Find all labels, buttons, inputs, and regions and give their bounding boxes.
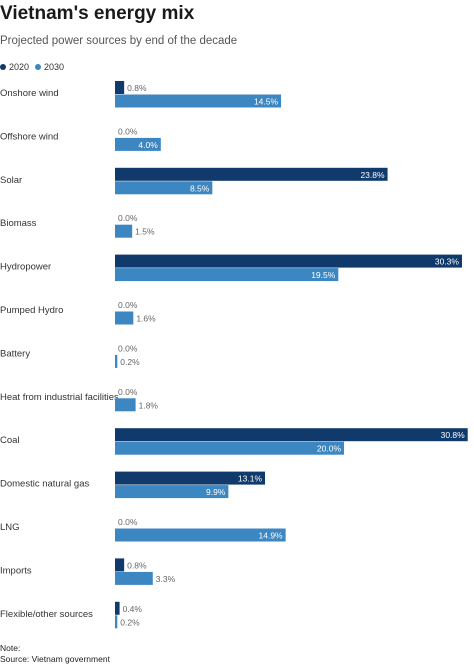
category-group: Hydropower 30.3% 19.5%	[0, 254, 462, 282]
data-label-2020: 0.8%	[127, 560, 147, 570]
category-group: Offshore wind 0.0%4.0%	[0, 126, 161, 151]
bar-2030	[115, 94, 282, 108]
category-group: Onshore wind 0.8% 14.5%	[0, 81, 282, 108]
category-label: Hydropower	[0, 262, 51, 273]
category-group: LNG 0.0% 14.9%	[0, 517, 286, 542]
chart-legend: 2020 2030	[0, 62, 70, 72]
data-label-2030: 1.6%	[136, 314, 156, 324]
bar-2030	[115, 441, 345, 455]
category-label: Offshore wind	[0, 131, 58, 142]
data-label-2020: 0.0%	[118, 300, 138, 310]
data-label-2020: 23.8%	[360, 170, 385, 180]
category-group: Solar 23.8% 8.5%	[0, 167, 388, 195]
data-label-2020: 0.0%	[118, 126, 138, 136]
data-label-2030: 20.0%	[317, 444, 342, 454]
bar-2020	[115, 558, 125, 572]
data-label-2020: 0.0%	[118, 517, 138, 527]
footer-source: Source: Vietnam government	[0, 654, 110, 664]
bar-2020	[115, 428, 468, 442]
data-label-2030: 1.8%	[139, 400, 159, 410]
legend-label-2030: 2030	[44, 62, 65, 72]
data-label-2020: 0.0%	[118, 343, 138, 353]
category-label: Coal	[0, 435, 20, 446]
category-label: Battery	[0, 348, 30, 359]
bar-2030	[115, 181, 213, 195]
data-label-2030: 14.9%	[259, 531, 284, 541]
legend-swatch-2030	[35, 64, 42, 70]
bar-2030	[115, 571, 153, 585]
category-group: Biomass 0.0% 1.5%	[0, 213, 155, 238]
bar-2020	[115, 471, 266, 485]
bar-2030	[115, 354, 118, 368]
data-label-2030: 1.5%	[135, 227, 155, 237]
data-label-2030: 19.5%	[311, 270, 336, 280]
data-label-2030: 0.2%	[120, 357, 140, 367]
bar-2030	[115, 485, 229, 499]
category-label: Flexible/other sources	[0, 609, 93, 620]
category-group: Imports 0.8% 3.3%	[0, 558, 176, 585]
chart-title: Vietnam's energy mix	[0, 3, 195, 24]
bar-2030	[115, 137, 161, 151]
legend-item-2020: 2020	[0, 62, 29, 72]
category-label: Solar	[0, 175, 22, 186]
category-label: Pumped Hydro	[0, 305, 63, 316]
bar-2030	[115, 311, 134, 325]
category-group: Domestic natural gas 13.1% 9.9%	[0, 471, 266, 499]
data-label-2030: 0.2%	[120, 617, 140, 627]
data-label-2020: 0.4%	[123, 604, 143, 614]
bar-2030	[115, 528, 286, 542]
bar-2030	[115, 398, 136, 412]
data-label-2020: 13.1%	[238, 474, 263, 484]
bar-2020	[115, 81, 125, 94]
data-label-2030: 4.0%	[138, 140, 158, 150]
category-group: Battery 0.0% 0.2%	[0, 343, 140, 368]
bar-2020	[115, 167, 388, 181]
chart-subtitle: Projected power sources by end of the de…	[0, 35, 238, 47]
data-label-2020: 0.0%	[118, 387, 138, 397]
legend-swatch-2020	[0, 64, 6, 70]
data-label-2030: 14.5%	[254, 97, 279, 107]
category-label: Biomass	[0, 218, 37, 229]
data-label-2030: 8.5%	[190, 183, 210, 193]
category-group: Pumped Hydro 0.0% 1.6%	[0, 300, 156, 325]
category-label: LNG	[0, 522, 20, 533]
category-group: Coal 30.8% 20.0%	[0, 428, 468, 455]
data-label-2020: 30.3%	[435, 257, 460, 267]
footer-note: Note:	[0, 643, 21, 653]
category-label: Imports	[0, 565, 32, 576]
bar-2030	[115, 268, 339, 282]
bar-2020	[115, 601, 120, 615]
data-label-2020: 0.0%	[118, 213, 138, 223]
data-label-2020: 0.8%	[127, 83, 147, 93]
bar-2030	[115, 224, 133, 238]
legend-item-2030: 2030	[35, 62, 64, 72]
category-group: Flexible/other sources 0.4% 0.2%	[0, 601, 143, 629]
bar-2020	[115, 254, 462, 268]
data-label-2030: 3.3%	[156, 574, 176, 584]
category-label: Domestic natural gas	[0, 479, 89, 490]
bar-2030	[115, 615, 118, 629]
category-label: Heat from industrial facilities	[0, 392, 119, 403]
legend-label-2020: 2020	[9, 62, 30, 72]
data-label-2020: 30.8%	[441, 430, 466, 440]
category-group: Heat from industrial facilities 0.0%1.8%	[0, 387, 158, 412]
category-label: Onshore wind	[0, 88, 59, 99]
data-label-2030: 9.9%	[206, 487, 226, 497]
